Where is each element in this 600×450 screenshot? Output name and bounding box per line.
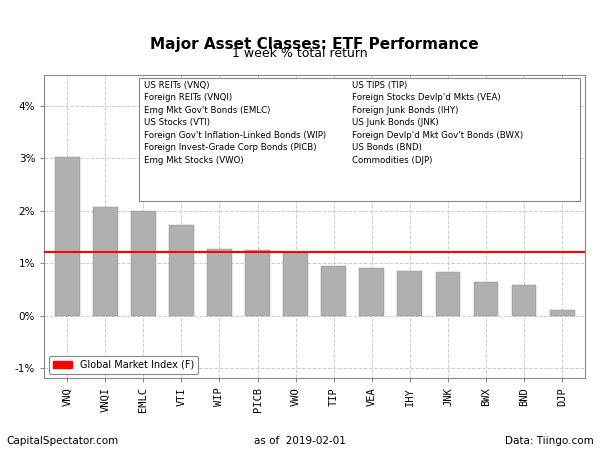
- Bar: [436, 272, 460, 315]
- Text: Data: Tiingo.com: Data: Tiingo.com: [505, 436, 594, 446]
- FancyBboxPatch shape: [139, 77, 580, 201]
- Bar: [131, 212, 155, 315]
- Bar: [169, 225, 194, 315]
- Bar: [207, 249, 232, 315]
- Text: as of  2019-02-01: as of 2019-02-01: [254, 436, 346, 446]
- Bar: [245, 250, 270, 315]
- Bar: [359, 268, 384, 315]
- Text: CapitalSpectator.com: CapitalSpectator.com: [6, 436, 118, 446]
- Text: 1 week % total return: 1 week % total return: [232, 47, 368, 60]
- Bar: [93, 207, 118, 315]
- Bar: [322, 266, 346, 315]
- Bar: [512, 285, 536, 315]
- Bar: [283, 253, 308, 315]
- Bar: [473, 282, 499, 315]
- Text: US TIPS (TIP)
Foreign Stocks Devlp'd Mkts (VEA)
Foreign Junk Bonds (IHY)
US Junk: US TIPS (TIP) Foreign Stocks Devlp'd Mkt…: [352, 81, 524, 165]
- Text: US REITs (VNQ)
Foreign REITs (VNQI)
Emg Mkt Gov't Bonds (EMLC)
US Stocks (VTI)
F: US REITs (VNQ) Foreign REITs (VNQI) Emg …: [145, 81, 326, 165]
- Bar: [55, 158, 80, 315]
- Legend: Global Market Index (F): Global Market Index (F): [49, 356, 199, 373]
- Bar: [550, 310, 575, 315]
- Title: Major Asset Classes: ETF Performance: Major Asset Classes: ETF Performance: [151, 37, 479, 53]
- Bar: [397, 270, 422, 315]
